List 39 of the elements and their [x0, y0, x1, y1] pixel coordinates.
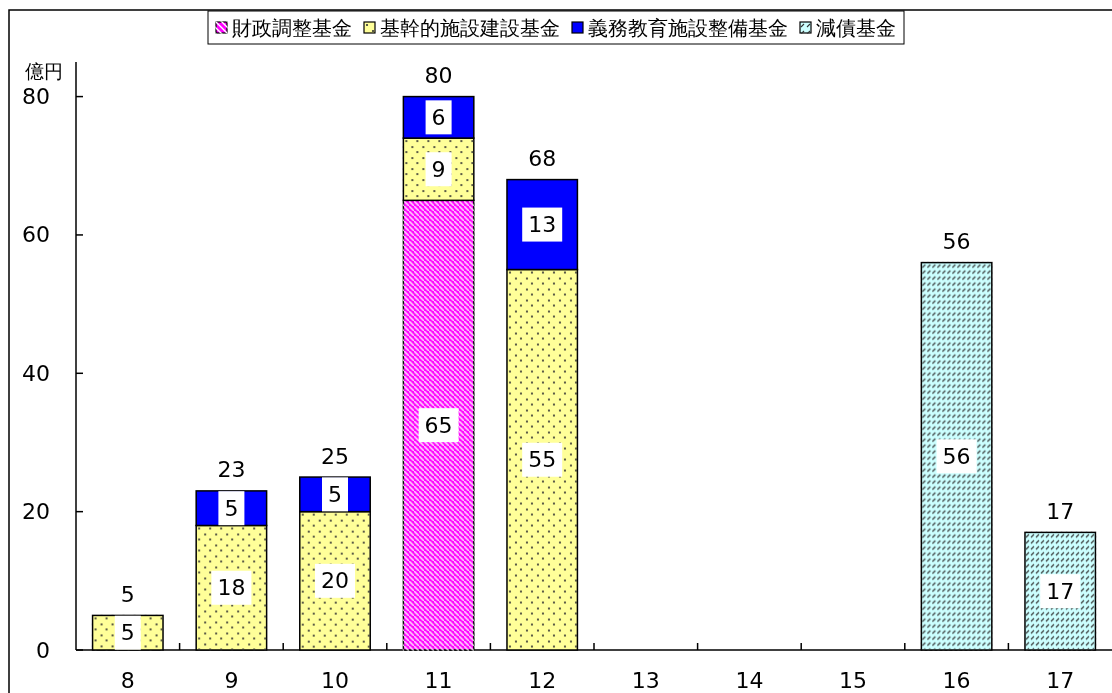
data-label: 55	[528, 447, 557, 473]
total-label: 68	[528, 146, 557, 172]
x-tick-label: 14	[735, 667, 764, 693]
x-tick-label: 15	[839, 667, 867, 693]
legend-label: 義務教育施設整備基金	[588, 15, 788, 40]
x-tick-label: 13	[631, 667, 660, 693]
data-label: 5	[120, 620, 135, 646]
x-tick-label: 12	[528, 667, 557, 693]
data-label: 17	[1046, 578, 1075, 604]
total-label: 56	[942, 229, 971, 255]
data-label: 65	[424, 412, 453, 438]
y-axis-title: 億円	[25, 60, 63, 82]
total-label: 5	[120, 581, 135, 607]
data-label: 13	[528, 212, 557, 238]
total-label: 23	[217, 457, 246, 483]
y-tick-label: 40	[22, 360, 50, 386]
total-label: 17	[1046, 498, 1075, 524]
y-tick-label: 0	[36, 637, 50, 663]
y-tick-label: 80	[22, 84, 50, 110]
x-tick-label: 11	[424, 667, 453, 693]
legend-label: 減債基金	[816, 15, 896, 40]
data-label: 18	[217, 575, 246, 601]
x-tick-label: 8	[120, 667, 135, 693]
total-label: 25	[321, 443, 349, 469]
data-label: 5	[328, 481, 342, 507]
data-label: 6	[431, 104, 446, 130]
x-tick-label: 10	[321, 667, 349, 693]
data-label: 9	[431, 156, 446, 182]
data-label: 20	[321, 568, 349, 594]
x-tick-label: 16	[942, 667, 971, 693]
legend-label: 基幹的施設建設基金	[380, 15, 560, 40]
x-tick-label: 9	[224, 667, 239, 693]
y-tick-label: 20	[22, 499, 50, 525]
data-label: 5	[224, 495, 239, 521]
data-label: 56	[942, 443, 971, 469]
y-tick-label: 60	[22, 222, 50, 248]
legend-label: 財政調整基金	[232, 15, 352, 40]
total-label: 80	[424, 63, 453, 89]
x-tick-label: 17	[1046, 667, 1075, 693]
